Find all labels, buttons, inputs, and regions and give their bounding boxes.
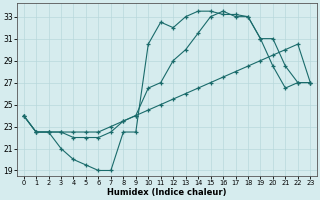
X-axis label: Humidex (Indice chaleur): Humidex (Indice chaleur) [107,188,227,197]
